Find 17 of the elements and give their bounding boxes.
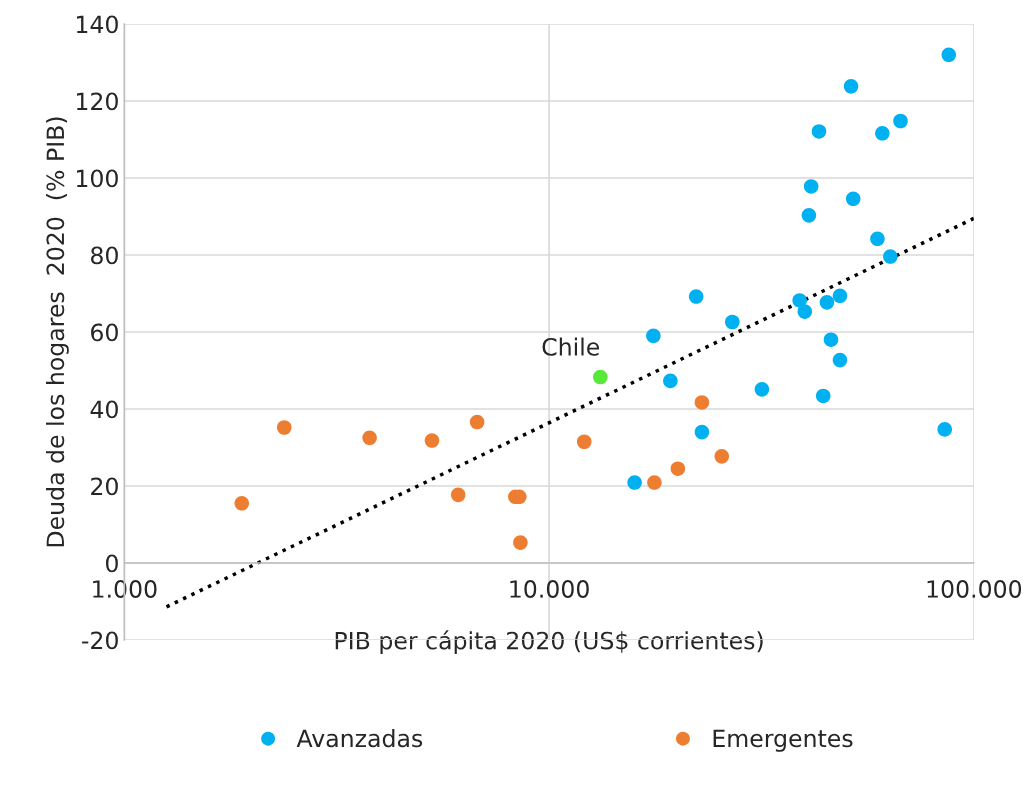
x-tick-label: 1.000	[93, 580, 157, 598]
x-tick-label: 10.000	[510, 580, 589, 598]
legend-label: Emergentes	[713, 729, 853, 752]
y-tick-label: 120	[76, 92, 118, 111]
y-tick-label: 140	[76, 15, 118, 34]
annotation: Chile	[542, 337, 600, 356]
x-axis-title: PIB per cápita 2020 (US$ corrientes)	[335, 630, 763, 655]
y-axis-title: Deuda de los hogares 2020 (% PIB)	[45, 117, 69, 547]
y-tick-label: -20	[82, 631, 118, 650]
y-tick-label: 60	[91, 323, 118, 342]
y-tick-label: 0	[105, 554, 118, 573]
y-tick-label: 20	[91, 477, 118, 496]
x-tick-label: 100.000	[927, 580, 1022, 598]
legend-label: Avanzadas	[296, 729, 423, 748]
y-tick-label: 80	[91, 246, 118, 265]
y-tick-label: 100	[76, 169, 118, 188]
y-tick-label: 40	[90, 400, 118, 419]
